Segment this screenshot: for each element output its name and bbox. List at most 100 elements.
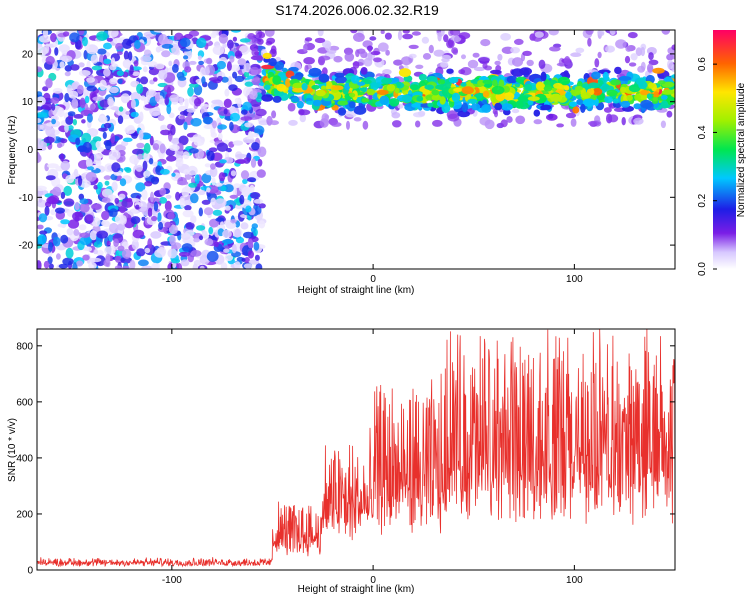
spectrogram-noise-blob xyxy=(175,191,181,201)
spectrogram-noise-blob xyxy=(190,193,199,204)
spectrogram-noise-blob xyxy=(58,44,70,53)
spectrogram-noise-blob xyxy=(164,200,172,212)
spectrogram-wash-blob xyxy=(630,53,638,61)
spectrogram-signal-blob xyxy=(626,94,633,101)
spectrogram-noise-blob xyxy=(60,234,69,244)
spectrogram-wash-blob xyxy=(302,44,308,53)
spectrogram-noise-blob xyxy=(235,204,244,210)
spectrogram-y-tick-label: 20 xyxy=(22,49,34,60)
spectrogram-noise-blob xyxy=(58,263,69,269)
spectrogram-noise-blob xyxy=(125,167,132,173)
spectrogram-noise-blob xyxy=(72,211,84,221)
spectrogram-wash-blob xyxy=(533,119,543,125)
spectrogram-noise-blob xyxy=(132,229,145,239)
spectrogram-noise-blob xyxy=(179,197,185,209)
spectrogram-noise-blob xyxy=(90,103,95,111)
spectrogram-signal-blob xyxy=(268,58,277,67)
spectrogram-wash-blob xyxy=(411,31,421,36)
spectrogram-noise-blob xyxy=(224,88,230,97)
spectrogram-wash-blob xyxy=(635,47,643,57)
spectrogram-noise-blob xyxy=(129,154,140,165)
spectrogram-noise-blob xyxy=(178,251,190,257)
spectrogram-noise-blob xyxy=(132,148,144,155)
spectrogram-noise-blob xyxy=(52,236,61,247)
spectrogram-wash-blob xyxy=(304,64,309,73)
spectrogram-noise-blob xyxy=(190,250,202,257)
spectrogram-signal-blob xyxy=(431,94,442,101)
spectrogram-wash-blob xyxy=(647,63,654,73)
spectrogram-wash-blob xyxy=(667,59,674,70)
spectrogram-noise-blob xyxy=(38,213,48,223)
spectrogram-noise-blob xyxy=(97,48,107,55)
spectrogram-signal-blob xyxy=(281,67,288,73)
spectrogram-noise-blob xyxy=(117,115,124,124)
spectrogram-noise-blob xyxy=(136,248,146,257)
spectrogram-noise-blob xyxy=(229,194,238,199)
spectrogram-noise-blob xyxy=(249,184,255,194)
spectrogram-noise-blob xyxy=(43,260,50,269)
spectrogram-noise-blob xyxy=(54,47,59,56)
spectrogram-noise-blob xyxy=(78,224,87,231)
spectrogram-noise-blob xyxy=(183,169,190,175)
spectrogram-noise-blob xyxy=(179,96,184,106)
spectrogram-noise-blob xyxy=(218,33,228,44)
spectrogram-wash-blob xyxy=(251,37,258,44)
spectrogram-signal-blob xyxy=(660,100,669,109)
spectrogram-noise-blob xyxy=(119,178,127,187)
spectrogram-noise-blob xyxy=(186,108,196,113)
spectrogram-noise-blob xyxy=(217,124,228,130)
spectrogram-wash-blob xyxy=(538,59,546,69)
spectrogram-signal-blob xyxy=(348,101,356,109)
spectrogram-wash-blob xyxy=(514,38,524,46)
spectrogram-wash-blob xyxy=(608,114,619,123)
spectrogram-noise-blob xyxy=(60,219,70,225)
spectrogram-noise-blob xyxy=(181,243,193,252)
spectrogram-noise-blob xyxy=(136,142,145,149)
spectrogram-signal-blob xyxy=(576,98,584,105)
spectrogram-noise-blob xyxy=(79,198,89,205)
spectrogram-noise-blob xyxy=(179,115,186,120)
spectrogram-noise-blob xyxy=(150,231,162,239)
spectrogram-noise-blob xyxy=(147,207,153,218)
spectrogram-wash-blob xyxy=(314,37,326,44)
spectrogram-noise-blob xyxy=(105,253,111,263)
spectrogram-wash-blob xyxy=(467,59,479,69)
spectrogram-noise-blob xyxy=(166,86,172,97)
spectrogram-noise-blob xyxy=(188,83,199,88)
spectrogram-signal-blob xyxy=(461,86,474,95)
spectrogram-wash-blob xyxy=(380,30,385,34)
spectrogram-noise-blob xyxy=(37,224,44,230)
spectrogram-noise-blob xyxy=(158,221,164,230)
spectrogram-noise-blob xyxy=(232,36,237,42)
spectrogram-noise-blob xyxy=(86,113,93,123)
spectrogram-noise-blob xyxy=(105,140,112,151)
spectrogram-noise-blob xyxy=(130,99,136,109)
spectrogram-noise-blob xyxy=(183,55,189,60)
spectrogram-noise-blob xyxy=(92,96,104,102)
spectrogram-wash-blob xyxy=(570,118,577,127)
snr-series-line xyxy=(36,328,676,568)
spectrogram-wash-blob xyxy=(441,54,451,60)
spectrogram-noise-blob xyxy=(116,223,126,231)
spectrogram-noise-blob xyxy=(106,37,113,42)
spectrogram-noise-blob xyxy=(205,65,210,76)
spectrogram-wash-blob xyxy=(360,51,368,59)
spectrogram-signal-blob xyxy=(620,100,631,108)
spectrogram-wash-blob xyxy=(256,38,264,45)
spectrogram-signal-blob xyxy=(312,99,322,107)
spectrogram-noise-blob xyxy=(56,142,63,148)
spectrogram-noise-blob xyxy=(198,235,204,241)
spectrogram-wash-blob xyxy=(350,30,358,34)
spectrogram-noise-blob xyxy=(211,99,223,105)
colorbar-gradient xyxy=(713,30,736,269)
spectrogram-noise-blob xyxy=(144,181,153,187)
spectrogram-noise-blob xyxy=(73,229,80,236)
spectrogram-signal-blob xyxy=(467,98,478,104)
spectrogram-noise-blob xyxy=(117,78,123,85)
spectrogram-wash-blob xyxy=(640,46,646,57)
spectrogram-wash-blob xyxy=(479,116,491,126)
spectrogram-noise-blob xyxy=(138,129,144,141)
spectrogram-noise-blob xyxy=(224,254,234,262)
spectrogram-noise-blob xyxy=(152,111,161,116)
spectrogram-noise-blob xyxy=(214,182,223,187)
